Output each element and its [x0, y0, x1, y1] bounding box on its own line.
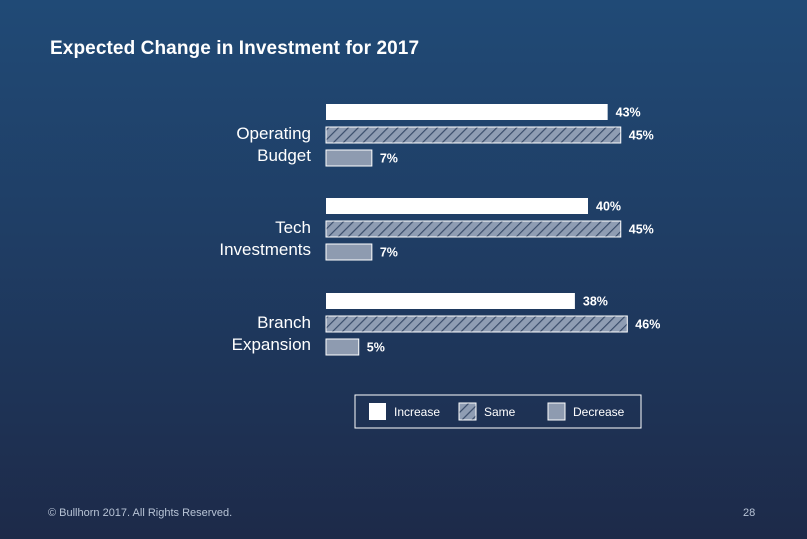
data-label: 7% [380, 152, 398, 166]
legend-label: Increase [394, 405, 440, 419]
legend-swatch-increase [369, 403, 386, 420]
data-label: 43% [616, 106, 641, 120]
bar-same [325, 126, 622, 144]
page-title: Expected Change in Investment for 2017 [50, 38, 420, 59]
category-label: Expansion [232, 335, 311, 354]
data-label: 7% [380, 246, 398, 260]
copyright-text: © Bullhorn 2017. All Rights Reserved. [48, 507, 233, 519]
legend-swatch-same [458, 402, 477, 421]
bar-decrease [325, 149, 373, 167]
category-label: Branch [257, 313, 311, 332]
data-label: 45% [629, 223, 654, 237]
legend-box [354, 394, 642, 429]
data-label: 38% [583, 295, 608, 309]
data-label: 46% [635, 318, 660, 332]
legend-swatch-decrease [547, 402, 566, 421]
bar-increase [326, 293, 575, 309]
category-label: Tech [275, 218, 311, 237]
legend-label: Same [484, 405, 516, 419]
category-label: Investments [219, 240, 311, 259]
bar-same [325, 220, 622, 238]
data-label: 45% [629, 129, 654, 143]
bar-increase [326, 104, 608, 120]
legend-label: Decrease [573, 405, 625, 419]
category-label: Operating [236, 124, 311, 143]
bar-same [325, 315, 628, 333]
bar-decrease [325, 338, 360, 356]
data-label: 5% [367, 341, 385, 355]
bar-increase [326, 198, 588, 214]
category-label: Budget [257, 146, 311, 165]
page-number: 28 [743, 507, 756, 519]
data-label: 40% [596, 200, 621, 214]
bar-decrease [325, 243, 373, 261]
